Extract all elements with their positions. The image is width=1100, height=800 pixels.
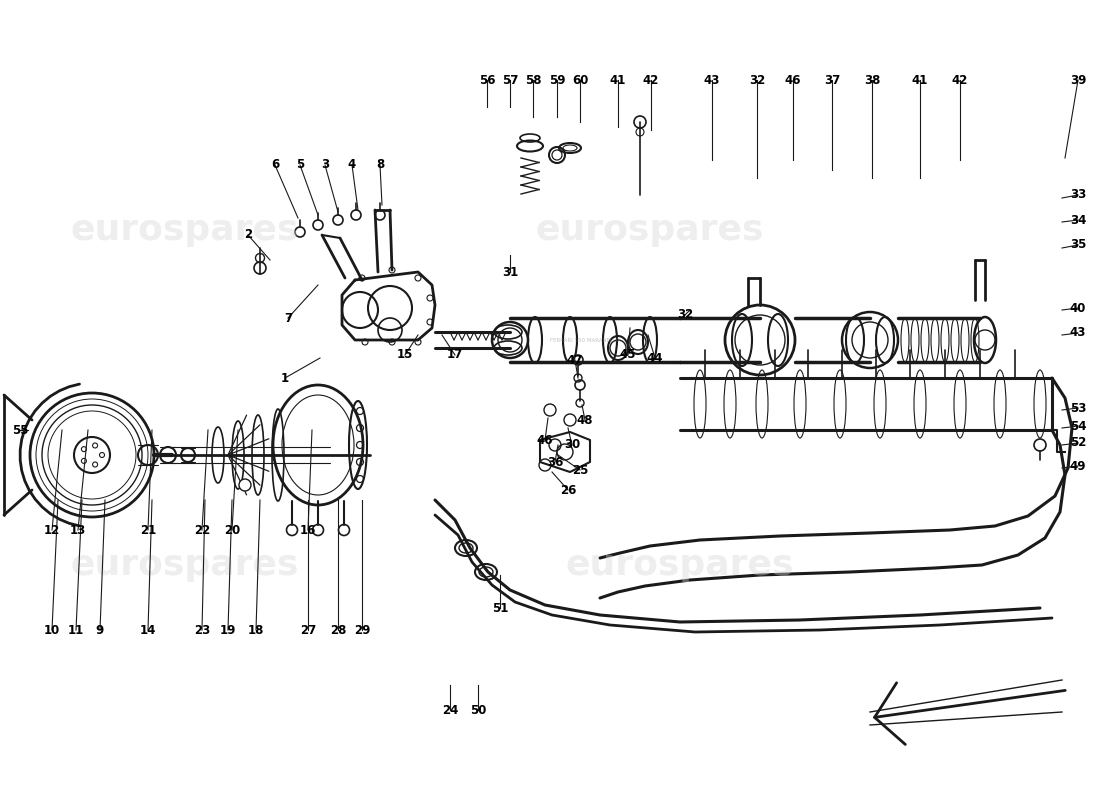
Text: 20: 20 [224, 523, 240, 537]
Text: 7: 7 [284, 311, 293, 325]
Text: 31: 31 [502, 266, 518, 278]
Text: 56: 56 [478, 74, 495, 86]
Text: eurospares: eurospares [536, 213, 764, 247]
Text: 46: 46 [784, 74, 801, 86]
Text: 26: 26 [560, 483, 576, 497]
Text: 25: 25 [572, 463, 588, 477]
Circle shape [239, 479, 251, 491]
Text: eurospares: eurospares [70, 548, 299, 582]
Text: 3: 3 [321, 158, 329, 171]
Text: 43: 43 [1070, 326, 1086, 339]
Text: 53: 53 [1070, 402, 1086, 414]
Text: 12: 12 [44, 523, 60, 537]
Text: 11: 11 [68, 623, 84, 637]
Text: 2: 2 [244, 229, 252, 242]
Text: 28: 28 [330, 623, 346, 637]
Text: 43: 43 [704, 74, 720, 86]
Text: 5: 5 [296, 158, 304, 171]
Text: 15: 15 [397, 349, 414, 362]
Text: 51: 51 [492, 602, 508, 614]
Text: 6: 6 [271, 158, 279, 171]
Text: 60: 60 [572, 74, 588, 86]
Text: eurospares: eurospares [70, 213, 299, 247]
Text: 54: 54 [1069, 419, 1087, 433]
Text: 8: 8 [376, 158, 384, 171]
Text: 14: 14 [140, 623, 156, 637]
Text: 44: 44 [647, 351, 663, 365]
Text: 13: 13 [70, 523, 86, 537]
Text: 10: 10 [44, 623, 60, 637]
Text: 22: 22 [194, 523, 210, 537]
Text: 37: 37 [824, 74, 840, 86]
Text: 41: 41 [609, 74, 626, 86]
Text: 52: 52 [1070, 437, 1086, 450]
Text: 32: 32 [676, 309, 693, 322]
Text: 39: 39 [1070, 74, 1086, 86]
Text: 58: 58 [525, 74, 541, 86]
Text: 23: 23 [194, 623, 210, 637]
Text: 36: 36 [547, 455, 563, 469]
Text: 42: 42 [642, 74, 659, 86]
Text: 46: 46 [537, 434, 553, 446]
Text: 17: 17 [447, 349, 463, 362]
Text: 45: 45 [619, 349, 636, 362]
Text: 4: 4 [348, 158, 356, 171]
Text: 40: 40 [1070, 302, 1086, 314]
Text: 27: 27 [300, 623, 316, 637]
Text: eurospares: eurospares [565, 548, 794, 582]
Text: 38: 38 [864, 74, 880, 86]
Text: 35: 35 [1070, 238, 1086, 251]
Text: 32: 32 [749, 74, 766, 86]
Text: 21: 21 [140, 523, 156, 537]
Text: 1: 1 [280, 371, 289, 385]
Text: 47: 47 [566, 354, 583, 366]
Text: 50: 50 [470, 703, 486, 717]
Text: 19: 19 [220, 623, 236, 637]
Text: 34: 34 [1070, 214, 1086, 226]
Text: FERRARI 550 MARANELLO: FERRARI 550 MARANELLO [550, 338, 620, 342]
Text: 49: 49 [1069, 459, 1087, 473]
Text: 55: 55 [12, 423, 29, 437]
Text: 42: 42 [952, 74, 968, 86]
Text: 57: 57 [502, 74, 518, 86]
Text: 33: 33 [1070, 189, 1086, 202]
Text: 29: 29 [354, 623, 371, 637]
Text: 24: 24 [442, 703, 459, 717]
Text: 48: 48 [576, 414, 593, 426]
Text: 41: 41 [912, 74, 928, 86]
Text: 9: 9 [96, 623, 104, 637]
Text: 59: 59 [549, 74, 565, 86]
Text: 18: 18 [248, 623, 264, 637]
Text: 16: 16 [300, 523, 316, 537]
Text: 30: 30 [564, 438, 580, 451]
